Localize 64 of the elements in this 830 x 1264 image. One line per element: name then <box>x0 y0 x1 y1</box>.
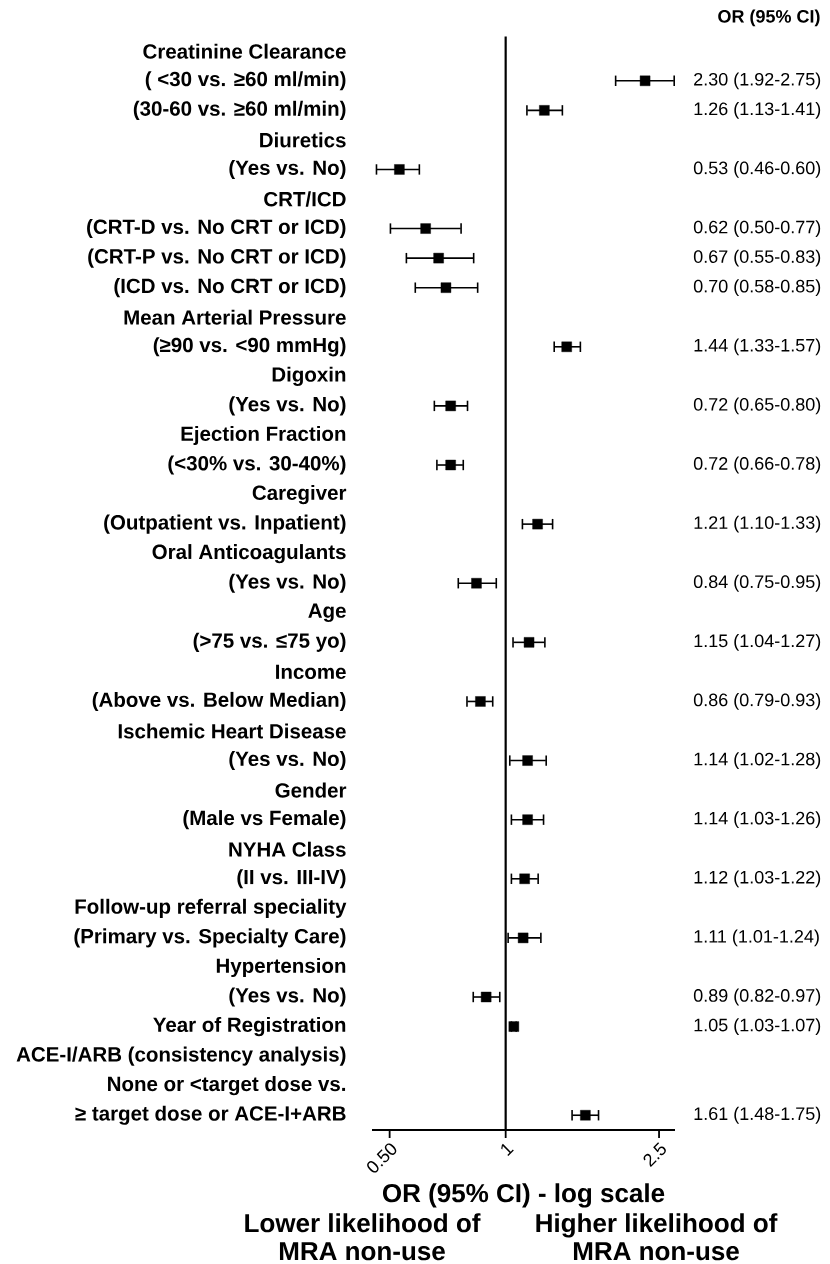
y-tick-label: Caregiver <box>252 484 347 505</box>
y-tick-label: Gender <box>275 782 347 798</box>
y-tick-label: (Yes vs. No) <box>229 987 346 1007</box>
data-label: 1.12 (1.03-1.22) <box>694 870 821 888</box>
data-label: 1.14 (1.03-1.26) <box>694 811 821 829</box>
data-label: 2.30 (1.92-2.75) <box>694 72 821 90</box>
y-tick-label: (30-60 vs. ≥60 ml/min) <box>133 100 346 120</box>
y-tick-label: ≥ target dose or ACE-I+ARB <box>75 1105 346 1125</box>
text: Lower likelihood of MRA non-use <box>245 1213 481 1261</box>
y-tick-label: Follow-up referral speciality <box>75 898 347 918</box>
y-tick-label: Mean Arterial Pressure <box>124 309 346 325</box>
data-label: 0.72 (0.66-0.78) <box>693 456 821 474</box>
y-tick-label: (≥90 vs. <90 mmHg) <box>153 337 346 357</box>
data-label: 1.26 (1.13-1.41) <box>694 101 821 119</box>
data-label: 0.89 (0.82-0.97) <box>693 988 821 1006</box>
y-tick-label: (ICD vs. No CRT or ICD) <box>114 278 346 298</box>
x-tick-label: 1 <box>501 1143 514 1156</box>
y-tick-label: ACE-I/ARB (consistency analysis) <box>16 1046 346 1066</box>
data-label: 0.84 (0.75-0.95) <box>693 574 821 592</box>
data-label: 0.67 (0.55-0.83) <box>693 249 821 267</box>
y-tick-label: Creatinine Clearance <box>143 43 346 59</box>
data-label: 1.05 (1.03-1.07) <box>694 1018 821 1035</box>
data-label: 1.44 (1.33-1.57) <box>694 338 821 356</box>
y-tick-label: (Yes vs. No) <box>229 396 346 416</box>
data-label: 0.62 (0.50-0.77) <box>693 220 821 237</box>
y-tick-label: (Male vs Female) <box>183 810 346 830</box>
x-tick-label: 0.50 <box>367 1143 397 1173</box>
y-tick-label: NYHA Class <box>229 841 346 857</box>
data-label: 1.61 (1.48-1.75) <box>694 1106 821 1124</box>
y-tick-label: None or <target dose vs. <box>108 1076 346 1096</box>
y-tick-label: (Primary vs. Specialty Care) <box>74 928 346 948</box>
data-label: 1.15 (1.04-1.27) <box>694 633 821 651</box>
y-tick-label: Digoxin <box>272 366 346 386</box>
data-label: 0.53 (0.46-0.60) <box>693 161 821 178</box>
y-tick-label: (CRT-D vs. No CRT or ICD) <box>87 219 346 239</box>
y-tick-label: (<30% vs. 30-40%) <box>168 455 346 475</box>
data-label: 0.72 (0.65-0.80) <box>693 397 821 415</box>
y-tick-label: Ischemic Heart Disease <box>118 723 346 739</box>
data-label: 0.70 (0.58-0.85) <box>693 279 821 297</box>
y-tick-label: CRT/ICD <box>264 191 346 207</box>
y-tick-label: ( <30 vs. ≥60 ml/min) <box>145 71 346 91</box>
y-tick-label: (Outpatient vs. Inpatient) <box>104 514 346 534</box>
y-tick-label: Year of Registration <box>153 1016 346 1037</box>
data-label: 0.86 (0.79-0.93) <box>693 693 821 710</box>
y-tick-label: (Yes vs. No) <box>229 573 346 593</box>
text: Higher likelihood of MRA non-use <box>536 1213 778 1261</box>
y-tick-label: (Above vs. Below Median) <box>92 691 346 712</box>
data-label: 1.11 (1.01-1.24) <box>694 929 819 947</box>
data-label: 1.21 (1.10-1.33) <box>694 515 821 533</box>
y-tick-label: Hypertension <box>216 957 346 978</box>
y-tick-label: Ejection Fraction <box>181 425 346 446</box>
text: OR (95% CI) <box>718 9 820 27</box>
y-tick-label: (Yes vs. No) <box>229 751 346 771</box>
y-tick-label: Income <box>276 664 346 680</box>
y-tick-label: Age <box>308 603 346 623</box>
y-tick-label: Oral Anticoagulants <box>152 544 346 564</box>
data-label: 1.14 (1.02-1.28) <box>694 752 821 769</box>
x-tick-label: 2.5 <box>643 1142 666 1168</box>
y-tick-label: (>75 vs. ≤75 yo) <box>193 632 346 652</box>
x-axis-title: OR (95% CI) - log scale <box>382 1183 665 1208</box>
y-tick-label: Diuretics <box>260 132 346 148</box>
y-tick-label: (CRT-P vs. No CRT or ICD) <box>88 248 346 268</box>
y-tick-label: (Yes vs. No) <box>229 159 346 179</box>
y-tick-label: (II vs. III-IV) <box>237 869 346 889</box>
